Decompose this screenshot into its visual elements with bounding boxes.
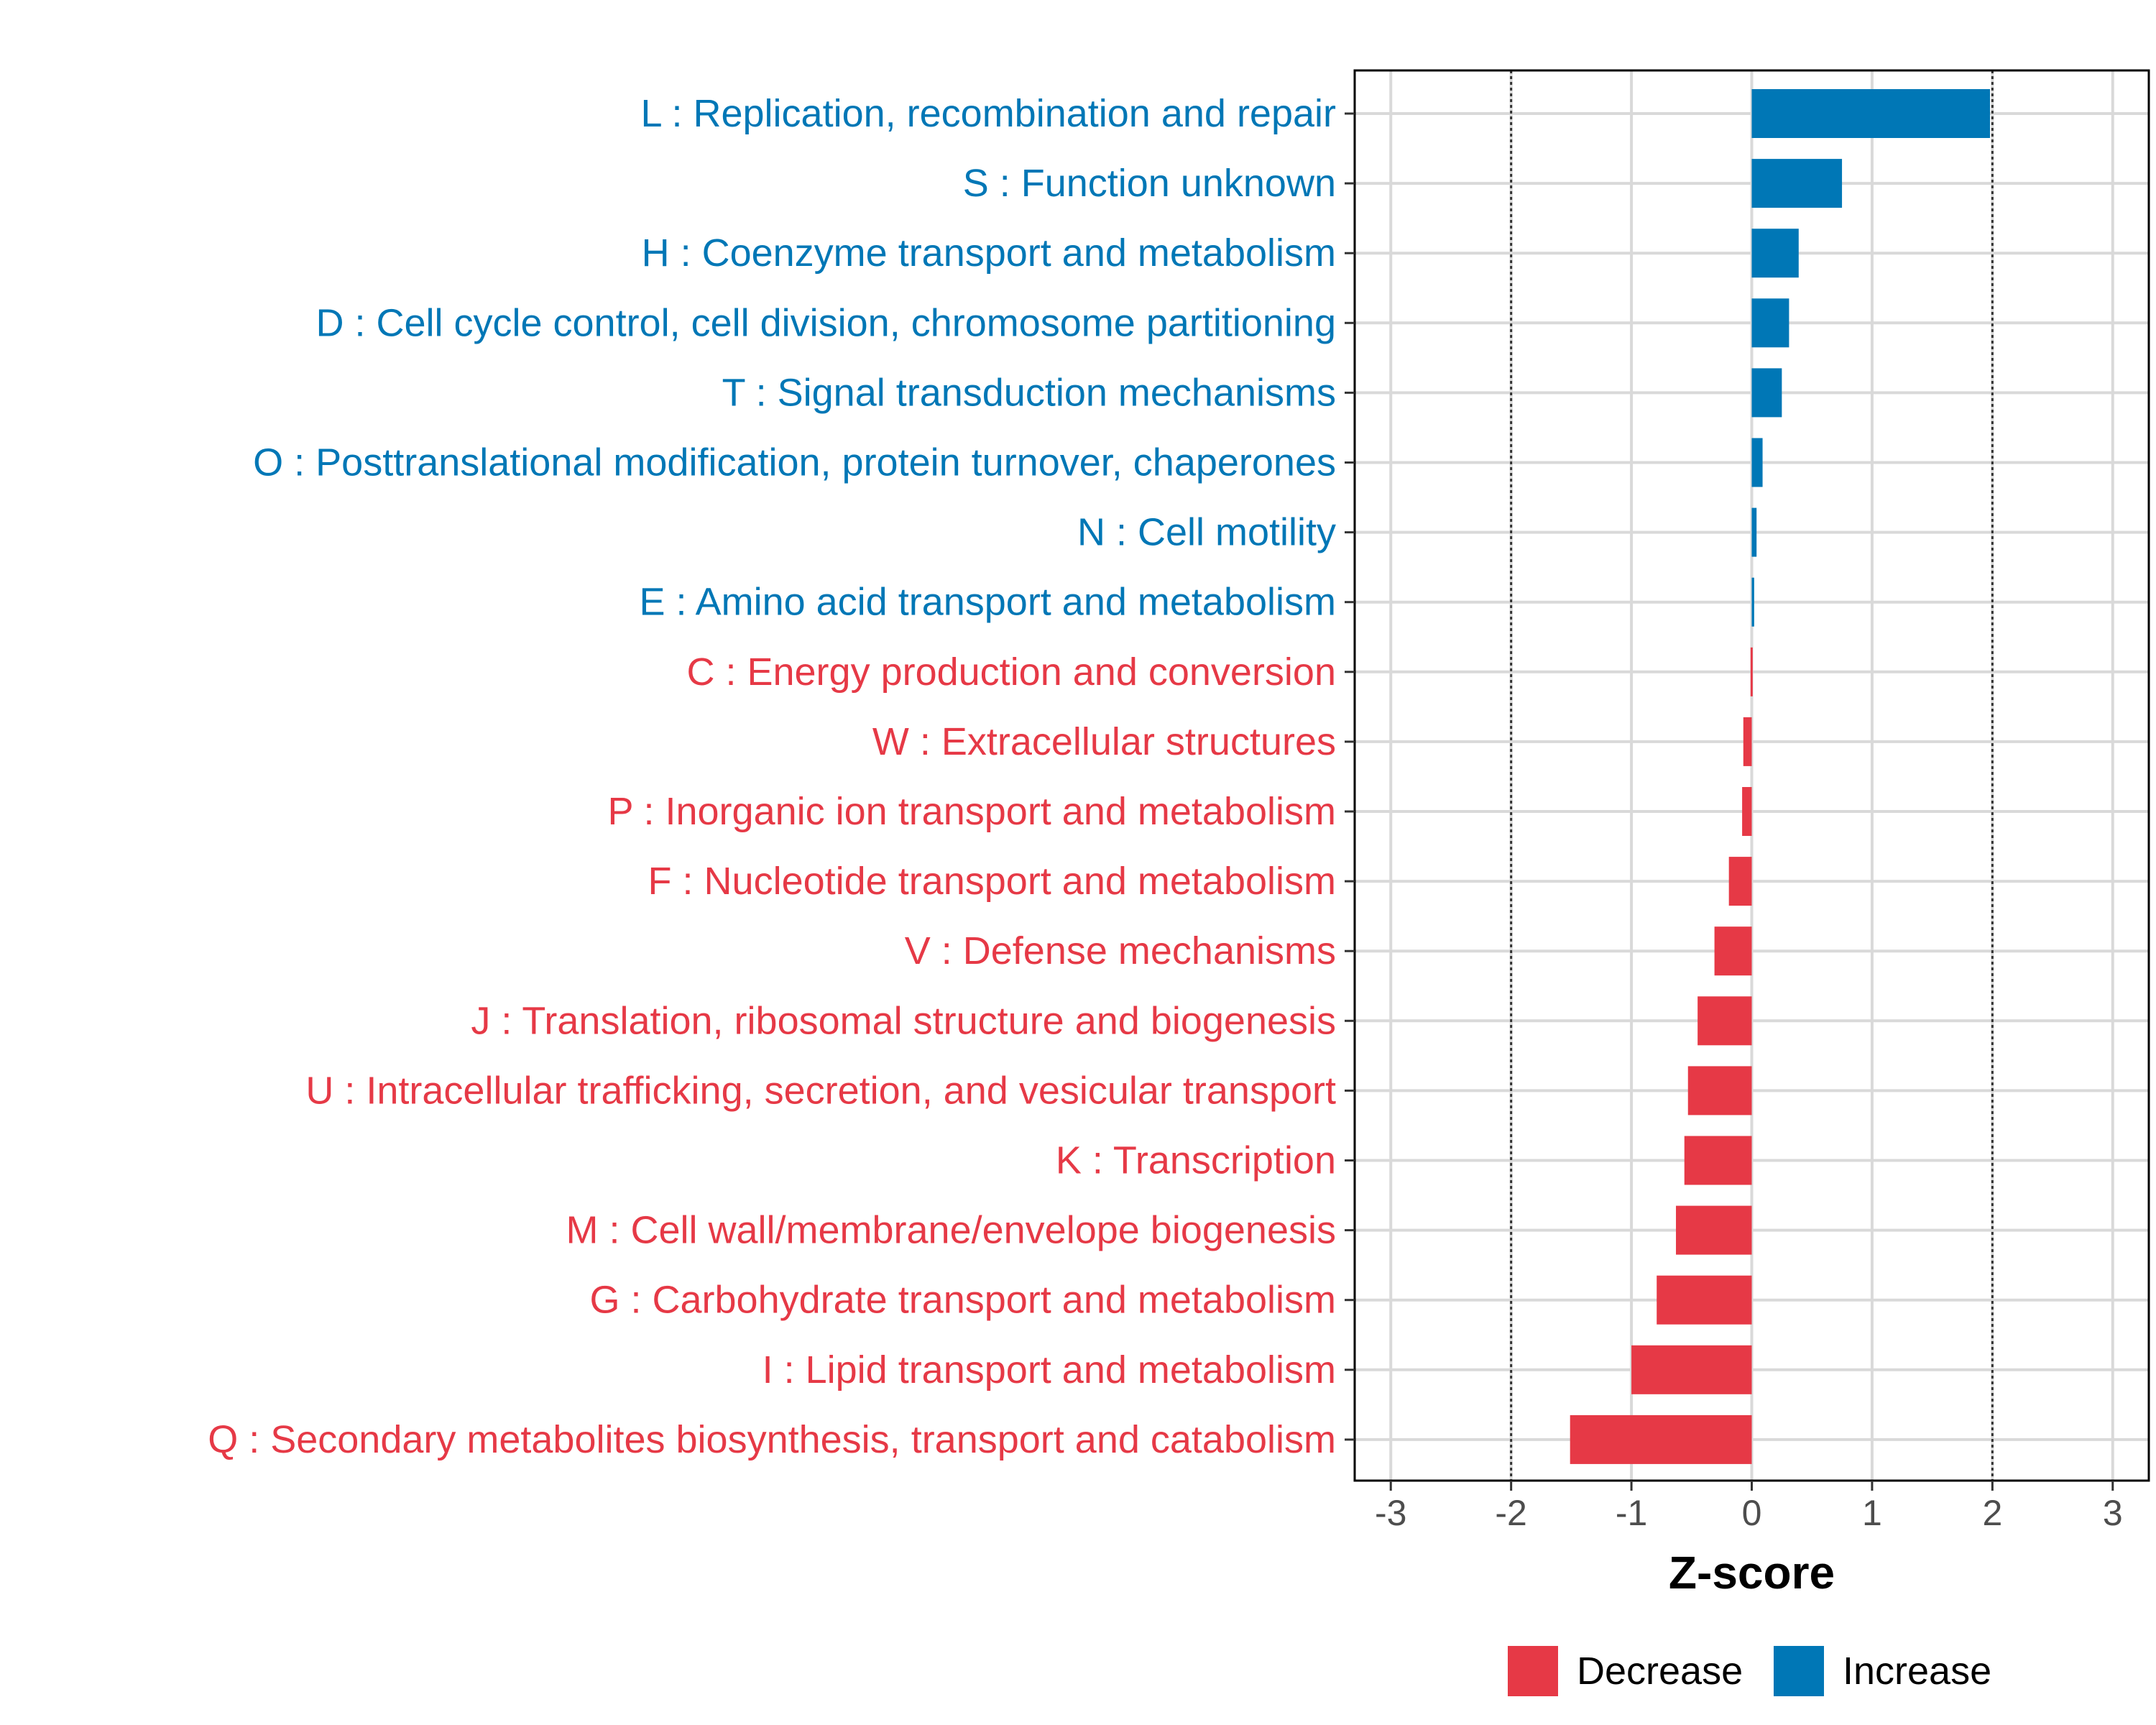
x-tick-label: -3 xyxy=(1375,1493,1406,1533)
category-label: S : Function unknown xyxy=(963,162,1336,205)
bar-L xyxy=(1751,89,1990,138)
legend: Decrease Increase xyxy=(1508,1646,1991,1696)
bar-M xyxy=(1676,1205,1752,1255)
x-axis-title: Z-score xyxy=(1669,1547,1835,1598)
y-axis: L : Replication, recombination and repai… xyxy=(208,92,1355,1461)
category-label: D : Cell cycle control, cell division, c… xyxy=(315,301,1336,344)
category-label: L : Replication, recombination and repai… xyxy=(640,92,1336,135)
x-tick-label: -2 xyxy=(1495,1493,1526,1533)
bar-O xyxy=(1751,438,1763,487)
bar-I xyxy=(1631,1345,1752,1394)
category-label: H : Coenzyme transport and metabolism xyxy=(642,231,1336,275)
category-label: E : Amino acid transport and metabolism xyxy=(640,581,1336,624)
category-label: J : Translation, ribosomal structure and… xyxy=(471,999,1336,1042)
bar-U xyxy=(1687,1066,1752,1116)
category-label: F : Nucleotide transport and metabolism xyxy=(648,860,1336,903)
x-axis: -3 -2 -1 0 1 2 3 xyxy=(1375,1481,2123,1533)
bar-F xyxy=(1728,857,1752,906)
category-label: K : Transcription xyxy=(1056,1139,1336,1182)
category-label: T : Signal transduction mechanisms xyxy=(722,371,1336,414)
x-tick-label: -1 xyxy=(1616,1493,1647,1533)
x-tick-label: 1 xyxy=(1862,1493,1882,1533)
bar-K xyxy=(1684,1136,1752,1185)
category-label: O : Posttranslational modification, prot… xyxy=(253,441,1336,484)
legend-swatch xyxy=(1508,1646,1558,1696)
category-label: I : Lipid transport and metabolism xyxy=(763,1348,1336,1392)
grid-lines xyxy=(1355,70,2149,1481)
bar-S xyxy=(1751,159,1843,208)
bar-T xyxy=(1751,368,1782,418)
x-tick-label: 3 xyxy=(2103,1493,2123,1533)
category-label: U : Intracellular trafficking, secretion… xyxy=(305,1069,1336,1112)
category-label: C : Energy production and conversion xyxy=(686,650,1336,694)
bar-V xyxy=(1714,926,1752,976)
bar-J xyxy=(1697,996,1752,1046)
bar-C xyxy=(1750,647,1753,696)
x-tick-label: 2 xyxy=(1982,1493,2002,1533)
x-tick-label: 0 xyxy=(1742,1493,1762,1533)
threshold-lines xyxy=(1510,70,1994,1481)
category-label: N : Cell motility xyxy=(1077,511,1336,554)
bar-N xyxy=(1751,507,1757,557)
bar-H xyxy=(1751,229,1799,278)
bar-Q xyxy=(1570,1414,1752,1464)
category-label: G : Carbohydrate transport and metabolis… xyxy=(590,1279,1337,1322)
legend-label: Increase xyxy=(1843,1650,1991,1693)
category-label: P : Inorganic ion transport and metaboli… xyxy=(607,790,1336,833)
legend-swatch xyxy=(1774,1646,1824,1696)
legend-label: Decrease xyxy=(1577,1650,1743,1693)
bar-P xyxy=(1742,787,1752,836)
bar-G xyxy=(1657,1275,1752,1325)
category-label: M : Cell wall/membrane/envelope biogenes… xyxy=(566,1209,1336,1252)
bar-W xyxy=(1743,717,1752,766)
category-label: V : Defense mechanisms xyxy=(905,929,1336,972)
category-label: Q : Secondary metabolites biosynthesis, … xyxy=(208,1418,1336,1461)
bar-E xyxy=(1751,577,1754,627)
bar-D xyxy=(1751,298,1789,348)
category-label: W : Extracellular structures xyxy=(872,720,1336,763)
bars xyxy=(1570,89,1990,1464)
